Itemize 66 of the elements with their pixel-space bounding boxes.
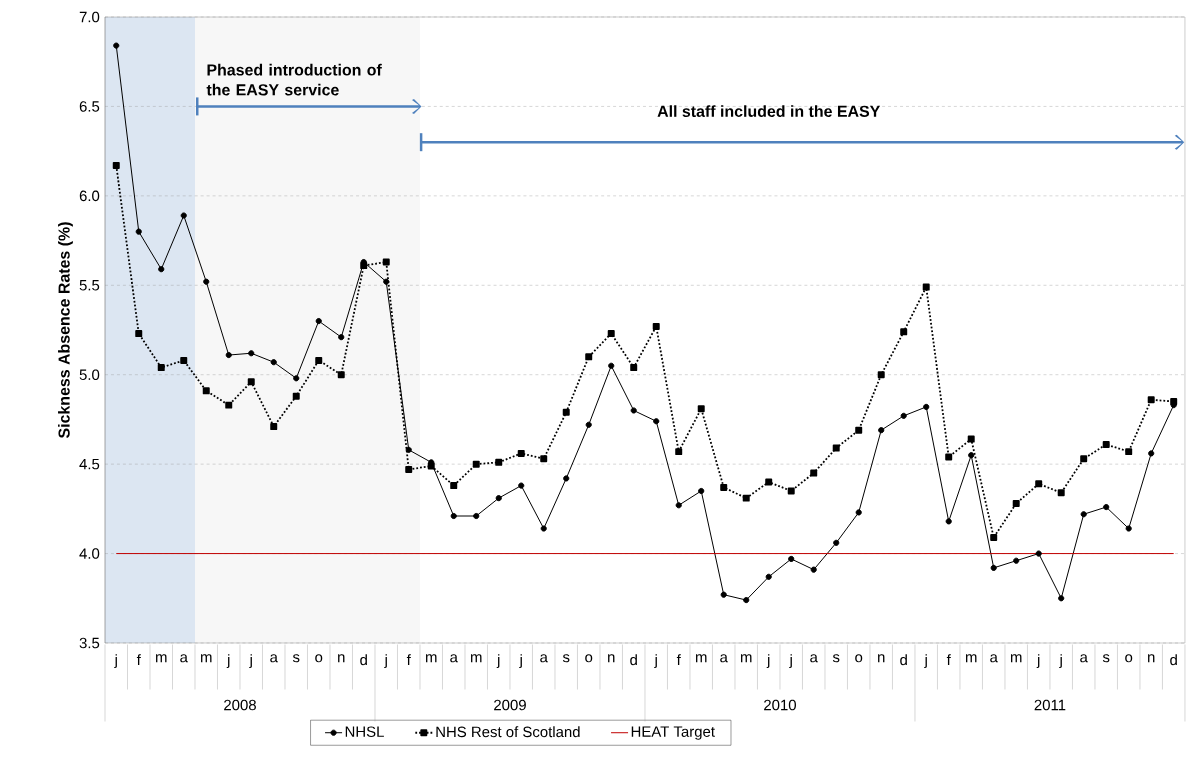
x-tick-label: f: [136, 654, 141, 665]
x-tick-label: a: [450, 654, 458, 663]
x-tick-label: f: [676, 654, 681, 665]
y-tick-label: 4.5: [79, 458, 100, 470]
x-tick-label: m: [201, 654, 212, 663]
annotation: All staff included in the EASY: [657, 105, 881, 117]
x-tick-label: f: [406, 654, 411, 665]
x-tick-label: a: [540, 654, 548, 663]
legend-label: HEAT Target: [631, 726, 715, 740]
x-tick-label: s: [832, 654, 840, 663]
x-tick-label: f: [946, 654, 951, 665]
x-tick-label: s: [562, 654, 570, 663]
x-tick-label: j: [1036, 654, 1040, 669]
x-tick-label: m: [965, 654, 977, 663]
y-tick-label: 6.5: [79, 101, 100, 112]
legend-label: NHSL: [345, 726, 384, 737]
x-tick-label: o: [315, 654, 323, 663]
x-tick-label: m: [470, 654, 482, 663]
y-tick-label: 5.0: [79, 369, 100, 380]
x-tick-label: d: [1170, 654, 1177, 666]
y-tick-label: 7.0: [79, 11, 100, 23]
x-tick-label: o: [855, 654, 863, 663]
x-tick-label: a: [990, 654, 998, 663]
x-tick-label: n: [338, 654, 345, 663]
x-tick-label: m: [156, 654, 167, 663]
x-tick-label: d: [360, 654, 367, 666]
x-tick-label: o: [585, 654, 593, 663]
x-tick-label: s: [1102, 654, 1110, 663]
y-tick-label: 6.0: [79, 190, 100, 202]
legend-label: NHS Rest of Scotland: [436, 726, 580, 738]
y-tick-label: 5.5: [79, 280, 100, 291]
x-tick-label: j: [766, 654, 770, 669]
text: 2011: [1034, 699, 1066, 711]
text: 2009: [494, 699, 526, 711]
text: 2008: [224, 699, 256, 711]
x-tick-label: m: [1010, 654, 1022, 663]
x-tick-label: j: [924, 654, 927, 669]
text: 2010: [764, 699, 796, 711]
x-tick-label: n: [608, 654, 615, 663]
x-tick-label: j: [226, 654, 230, 669]
x-tick-label: j: [249, 654, 252, 669]
y-tick-label: 4.0: [79, 548, 100, 559]
x-tick-label: o: [1125, 654, 1133, 663]
x-tick-label: j: [384, 654, 387, 669]
x-tick-label: a: [270, 654, 278, 663]
x-tick-label: d: [900, 654, 907, 666]
x-tick-label: m: [695, 654, 707, 663]
x-tick-label: a: [810, 654, 818, 663]
x-tick-label: m: [740, 654, 752, 663]
y-tick-label: 3.5: [79, 637, 100, 649]
x-tick-label: j: [654, 654, 657, 669]
x-tick-label: n: [878, 654, 885, 663]
x-tick-label: a: [1080, 654, 1088, 663]
x-tick-label: j: [496, 654, 500, 669]
annotation: Phased introduction of the EASY service: [206, 63, 382, 96]
x-tick-label: m: [426, 654, 437, 663]
x-tick-label: n: [1148, 654, 1155, 663]
x-tick-label: s: [292, 654, 300, 663]
x-tick-label: j: [519, 654, 522, 669]
x-tick-label: j: [114, 654, 117, 669]
x-tick-label: j: [789, 654, 792, 669]
x-tick-label: d: [630, 654, 637, 666]
x-tick-label: a: [180, 654, 188, 663]
x-tick-label: j: [1059, 654, 1062, 669]
y-axis-title: Sickness Absence Rates (%): [58, 222, 73, 439]
x-tick-label: a: [720, 654, 728, 663]
